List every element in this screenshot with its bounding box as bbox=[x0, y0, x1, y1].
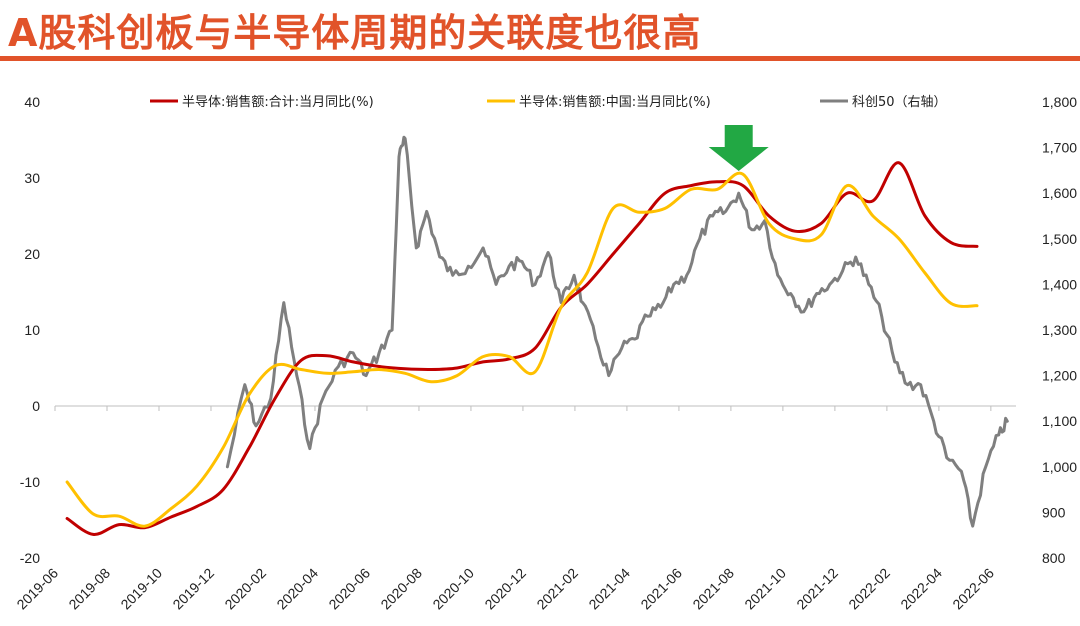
y-left-tick-label: 30 bbox=[24, 170, 40, 186]
x-tick-label: 2019-12 bbox=[169, 565, 217, 613]
x-tick-label: 2020-10 bbox=[429, 565, 477, 613]
y-left-tick-label: -20 bbox=[20, 550, 40, 566]
y-right-tick-label: 1,400 bbox=[1042, 276, 1077, 292]
legend-group: 半导体:销售额:合计:当月同比(%) 半导体:销售额:中国:当月同比(%) 科创50… bbox=[150, 94, 947, 110]
legend-entry-star50-label: 科创50（右轴） bbox=[852, 95, 947, 110]
series-semiconductor-total-line bbox=[65, 161, 979, 536]
x-tick-label: 2021-10 bbox=[741, 565, 789, 613]
x-tick-label: 2021-06 bbox=[637, 565, 685, 613]
y-left-tick-label: 20 bbox=[24, 246, 40, 262]
x-tick-label: 2022-06 bbox=[949, 565, 997, 613]
x-tick-label: 2019-06 bbox=[13, 565, 61, 613]
legend-entry-semiconductor-china-label: 半导体:销售额:中国:当月同比(%) bbox=[519, 94, 711, 110]
x-tick-label: 2022-02 bbox=[845, 565, 893, 613]
y-right-tick-label: 1,800 bbox=[1042, 94, 1077, 110]
x-tick-label: 2020-08 bbox=[377, 565, 425, 613]
legend-entry-semiconductor-total-label: 半导体:销售额:合计:当月同比(%) bbox=[182, 94, 374, 110]
chart-title: A股科创板与半导体周期的关联度也很高 bbox=[8, 11, 702, 55]
y-right-tick-label: 1,000 bbox=[1042, 459, 1077, 475]
annotation-group bbox=[708, 125, 769, 171]
x-tick-label: 2019-08 bbox=[65, 565, 113, 613]
x-tick-label: 2021-08 bbox=[689, 565, 737, 613]
x-tick-label: 2020-06 bbox=[325, 565, 373, 613]
y-right-tick-label: 800 bbox=[1042, 550, 1066, 566]
y-right-tick-label: 1,200 bbox=[1042, 368, 1077, 384]
x-tick-label: 2020-12 bbox=[481, 565, 529, 613]
x-tick-label: 2019-10 bbox=[117, 565, 165, 613]
x-tick-label: 2020-04 bbox=[273, 565, 321, 613]
y-right-tick-label: 1,700 bbox=[1042, 140, 1077, 156]
y-right-tick-label: 1,600 bbox=[1042, 185, 1077, 201]
x-tick-label: 2021-04 bbox=[585, 565, 633, 613]
series-star50-line bbox=[225, 135, 1009, 528]
y-left-tick-label: -10 bbox=[20, 474, 40, 490]
y-left-tick-label: 0 bbox=[32, 398, 40, 414]
series-group bbox=[65, 135, 1009, 536]
y-left-tick-label: 10 bbox=[24, 322, 40, 338]
y-right-tick-label: 1,300 bbox=[1042, 322, 1077, 338]
y-right-tick-label: 1,100 bbox=[1042, 413, 1077, 429]
x-tick-label: 2021-12 bbox=[793, 565, 841, 613]
x-tick-label: 2020-02 bbox=[221, 565, 269, 613]
title-underline bbox=[0, 56, 1080, 61]
x-tick-label: 2022-04 bbox=[897, 565, 945, 613]
down-arrow-icon bbox=[708, 125, 769, 171]
y-right-tick-label: 1,500 bbox=[1042, 231, 1077, 247]
series-semiconductor-china-line bbox=[65, 171, 979, 528]
y-left-tick-label: 40 bbox=[24, 94, 40, 110]
y-right-tick-label: 900 bbox=[1042, 504, 1066, 520]
x-tick-label: 2021-02 bbox=[533, 565, 581, 613]
